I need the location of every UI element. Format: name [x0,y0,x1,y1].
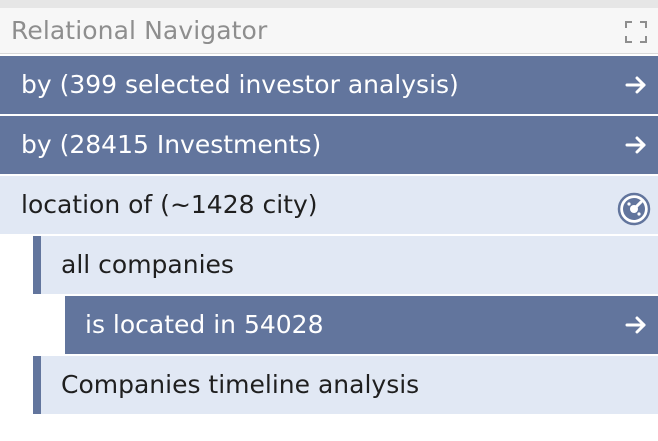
nav-row-all-companies[interactable]: all companies [33,236,658,294]
nav-row-investor-analysis[interactable]: by (399 selected investor analysis) [0,56,658,114]
nav-row-location[interactable]: location of (~1428 city) [0,176,658,234]
nav-row-label: location of (~1428 city) [21,190,318,219]
nav-row-label: by (28415 Investments) [21,130,322,159]
arrow-right-icon[interactable] [624,133,648,157]
nav-row-label: by (399 selected investor analysis) [21,70,459,99]
arrow-right-icon[interactable] [624,313,648,337]
expand-icon[interactable] [625,21,647,43]
nav-row-located-in[interactable]: is located in 54028 [65,296,658,354]
panel-header: Relational Navigator [0,8,658,54]
nav-row-label: is located in 54028 [85,310,324,339]
indent-accent-bar [33,356,41,414]
nav-row-companies-timeline[interactable]: Companies timeline analysis [33,356,658,414]
panel-title: Relational Navigator [11,16,268,45]
indent-accent-bar [33,236,41,294]
nav-row-label: all companies [61,250,234,279]
compass-icon[interactable] [617,192,651,226]
nav-row-label: Companies timeline analysis [61,370,420,399]
top-strip [0,0,658,8]
arrow-right-icon[interactable] [624,73,648,97]
nav-row-investments[interactable]: by (28415 Investments) [0,116,658,174]
